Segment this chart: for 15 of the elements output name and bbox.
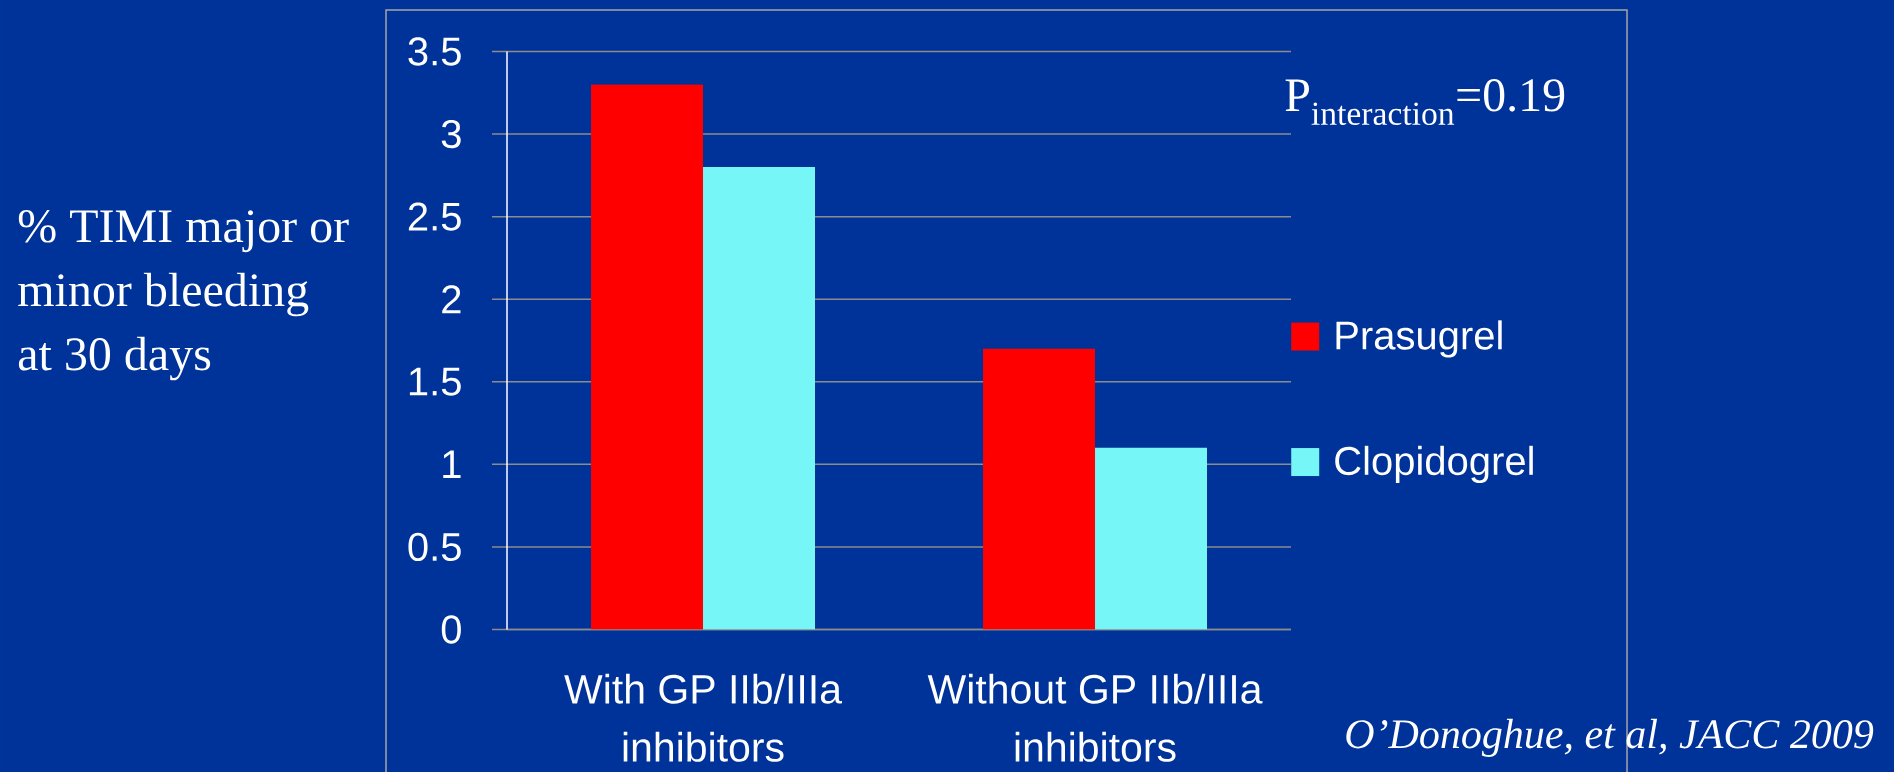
text: O’Donoghue, et al, JACC 2009 (1346, 718, 1874, 757)
y-tick-label: 1 (443, 450, 461, 479)
legend-label: Prasugrel (1336, 320, 1502, 358)
y-tick-label: 2.5 (408, 202, 461, 231)
x-tick-label: With GP IIb/IIIa inhibitors (564, 673, 843, 762)
y-tick-label: 3.5 (408, 37, 461, 66)
y-tick-label: 3 (441, 119, 461, 149)
legend-label: Clopidogrel (1335, 445, 1533, 484)
y-tick-label: 2 (442, 285, 461, 314)
y-tick-label: 0.5 (408, 532, 461, 562)
annotation: $\text{P}_{\text{interaction}}\text{=0.19}$ (1285, 79, 1565, 125)
y-tick-label: 1.5 (409, 367, 461, 396)
x-tick-label: Without GP IIb/IIIa inhibitors (927, 673, 1263, 762)
y-tick-label: 0 (441, 615, 461, 644)
y-axis-title: % TIMI major or minor bleeding at 30 days (18, 210, 349, 381)
